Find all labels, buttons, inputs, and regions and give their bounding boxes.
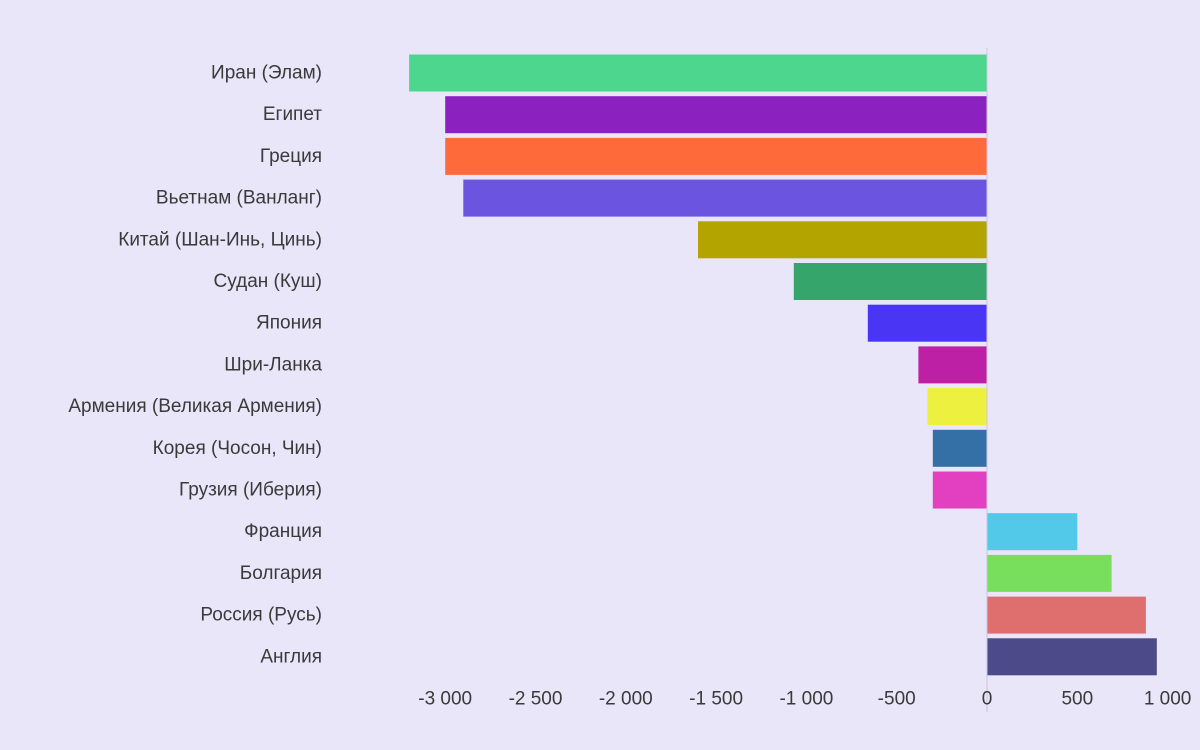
bars-group [409, 54, 1157, 676]
bar [445, 137, 987, 175]
category-label: Болгария [240, 563, 322, 584]
bar [987, 596, 1146, 634]
category-label: Армения (Великая Армения) [68, 396, 322, 417]
bar [927, 388, 987, 426]
x-tick-label: -2 000 [599, 689, 653, 710]
category-label: Греция [260, 146, 322, 167]
category-label: Иран (Элам) [211, 63, 322, 84]
bar [918, 346, 987, 384]
bar [793, 263, 987, 300]
x-tick-label: 500 [1061, 689, 1093, 710]
x-tick-label: 1 000 [1144, 689, 1192, 710]
category-labels: Иран (Элам) Египет Греция Вьетнам (Ванланг)… [68, 63, 322, 668]
bar [698, 221, 987, 259]
bar [987, 638, 1157, 676]
x-tick-label: 0 [982, 689, 993, 710]
category-label: Корея (Чосон, Чин) [153, 438, 322, 459]
bar [987, 554, 1112, 592]
bar [932, 429, 987, 467]
bar [409, 54, 988, 92]
category-label: Франция [244, 521, 322, 542]
x-tick-label: -2 500 [509, 689, 563, 710]
category-label: Китай (Шан-Инь, Цинь) [118, 229, 322, 250]
category-label: Шри-Ланка [224, 354, 322, 375]
category-label: Англия [260, 646, 322, 667]
category-label: Россия (Русь) [200, 605, 322, 626]
x-tick-label: -500 [878, 689, 916, 710]
category-label: Египет [263, 104, 322, 125]
bar [445, 96, 987, 134]
bar [463, 179, 987, 217]
bar [867, 304, 987, 342]
category-label: Судан (Куш) [214, 271, 322, 292]
x-tick-labels: -3 000 -2 500 -2 000 -1 500 -1 000 -500 0 500 1 … [418, 689, 1191, 710]
bar [987, 513, 1078, 551]
category-label: Вьетнам (Ванланг) [156, 188, 322, 209]
x-tick-label: -1 500 [689, 689, 743, 710]
x-tick-label: -1 000 [779, 689, 833, 710]
bar [932, 471, 987, 509]
category-label: Япония [256, 313, 322, 334]
category-label: Грузия (Иберия) [179, 480, 322, 501]
x-tick-label: -3 000 [418, 689, 472, 710]
